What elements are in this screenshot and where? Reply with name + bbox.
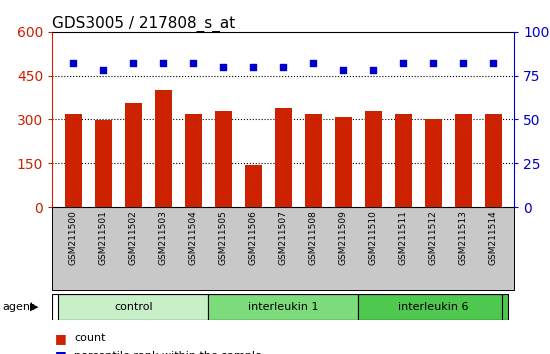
Bar: [245, 165, 261, 207]
Point: [459, 61, 468, 66]
Text: count: count: [74, 333, 106, 343]
Text: ▶: ▶: [30, 302, 38, 312]
Point: [369, 68, 378, 73]
Bar: [65, 114, 81, 207]
Bar: [485, 114, 502, 207]
Point: [159, 61, 168, 66]
Bar: [305, 114, 322, 207]
Point: [279, 64, 288, 70]
Bar: [95, 120, 112, 207]
Bar: [358, 294, 508, 320]
Point: [399, 61, 408, 66]
Point: [129, 61, 138, 66]
Text: ■: ■: [55, 349, 67, 354]
Point: [99, 68, 108, 73]
Bar: [215, 111, 232, 207]
Text: percentile rank within the sample: percentile rank within the sample: [74, 351, 262, 354]
Text: interleukin 6: interleukin 6: [398, 302, 469, 312]
Bar: [275, 108, 292, 207]
Point: [249, 64, 257, 70]
Bar: [208, 294, 358, 320]
Bar: [455, 114, 471, 207]
Point: [429, 61, 438, 66]
Text: control: control: [114, 302, 152, 312]
Bar: [395, 114, 411, 207]
Text: ■: ■: [55, 332, 67, 344]
Bar: [365, 111, 382, 207]
Text: GDS3005 / 217808_s_at: GDS3005 / 217808_s_at: [52, 16, 235, 32]
Bar: [155, 90, 172, 207]
Point: [69, 61, 78, 66]
Bar: [58, 294, 208, 320]
Point: [219, 64, 228, 70]
Point: [489, 61, 498, 66]
Bar: [425, 119, 442, 207]
Point: [309, 61, 318, 66]
Bar: [125, 103, 141, 207]
Text: interleukin 1: interleukin 1: [248, 302, 318, 312]
Point: [189, 61, 197, 66]
Bar: [185, 114, 201, 207]
Bar: [335, 117, 351, 207]
Text: agent: agent: [3, 302, 35, 312]
Point: [339, 68, 348, 73]
